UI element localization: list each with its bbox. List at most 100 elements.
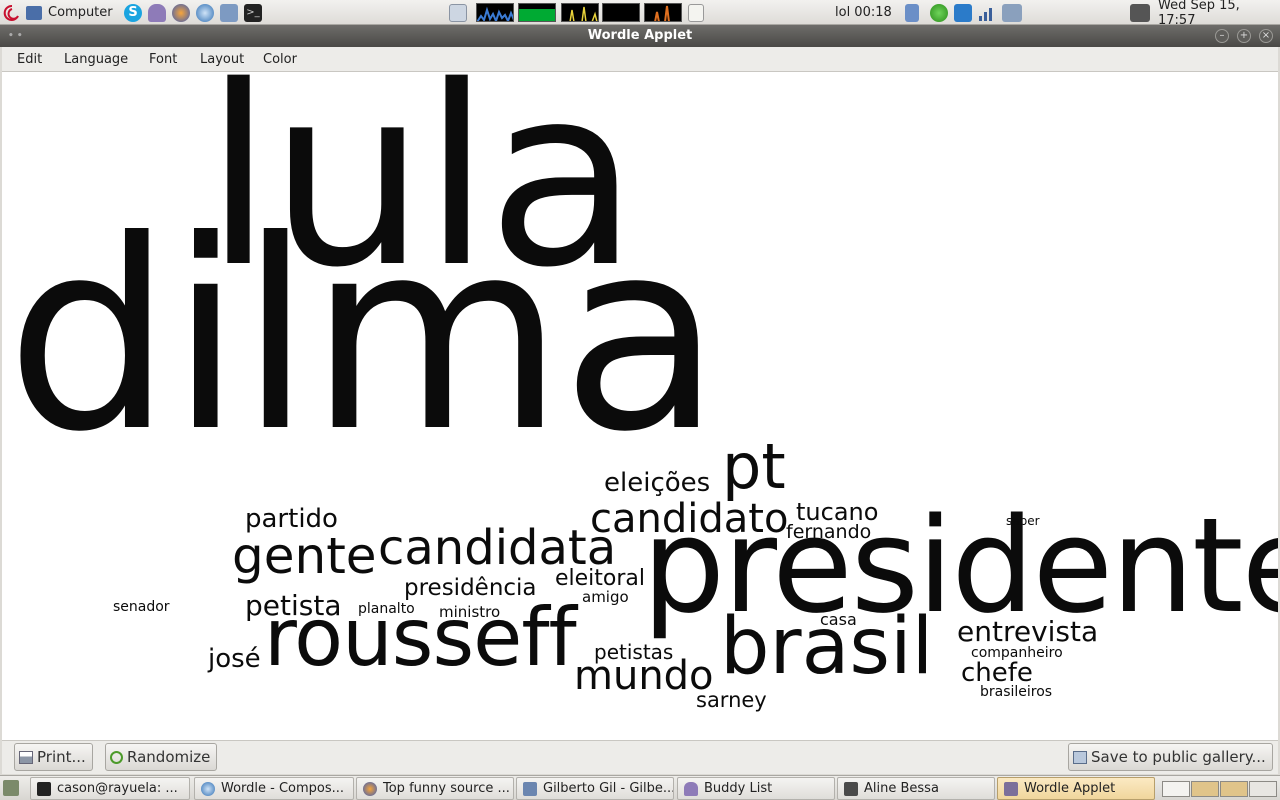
browser-icon <box>363 781 377 796</box>
word-dilma: dilma <box>6 184 722 489</box>
word-senador: senador <box>113 599 170 615</box>
word-pt: pt <box>722 430 786 503</box>
word-candidata: candidata <box>378 520 617 576</box>
word-amigo: amigo <box>582 588 629 606</box>
browser-icon[interactable] <box>172 0 190 25</box>
computer-menu[interactable]: Computer <box>26 0 113 25</box>
workspace-1[interactable] <box>1162 781 1190 797</box>
volume-icon[interactable] <box>1130 0 1150 25</box>
terminal-icon[interactable]: >_ <box>244 0 262 25</box>
word-mundo: mundo <box>574 653 714 699</box>
print-button[interactable]: Print... <box>14 743 93 771</box>
browser-icon <box>201 781 215 796</box>
printer-icon <box>19 750 33 764</box>
show-desktop-icon[interactable] <box>449 0 467 25</box>
refresh-icon <box>110 750 123 764</box>
menu-language[interactable]: Language <box>64 52 129 67</box>
task-wordle-compose[interactable]: Wordle - Compos... <box>194 777 354 800</box>
word-fernando: fernando <box>786 521 872 543</box>
task-label: Top funny source ... <box>383 781 510 796</box>
status-icon[interactable] <box>930 0 948 25</box>
word-petistas: petistas <box>594 640 674 664</box>
task-label: Wordle - Compos... <box>221 781 345 796</box>
word-candidato: candidato <box>590 496 789 542</box>
word-casa: casa <box>820 610 857 629</box>
memory-monitor-graph <box>518 3 556 22</box>
computer-menu-label: Computer <box>48 5 113 20</box>
load-monitor-graph <box>644 3 682 22</box>
word-eleicoes: eleições <box>604 468 711 498</box>
word-companheiro: companheiro <box>971 645 1063 661</box>
workspace-3[interactable] <box>1220 781 1248 797</box>
word-eleitoral: eleitoral <box>555 566 646 591</box>
swap-monitor-graph <box>602 3 640 22</box>
task-gilberto-gil[interactable]: Gilberto Gil - Gilbe... <box>516 777 674 800</box>
word-tucano: tucano <box>796 498 879 526</box>
task-terminal[interactable]: cason@rayuela: ... <box>30 777 190 800</box>
computer-icon <box>26 5 42 20</box>
minimize-icon[interactable]: – <box>1215 29 1229 43</box>
debian-swirl-icon[interactable] <box>3 0 21 25</box>
menu-color[interactable]: Color <box>263 52 297 67</box>
battery-icon[interactable] <box>1002 0 1022 25</box>
print-button-label: Print... <box>37 748 86 766</box>
word-jose: josé <box>208 644 261 674</box>
maximize-icon[interactable]: + <box>1237 29 1251 43</box>
task-aline-bessa[interactable]: Aline Bessa <box>837 777 995 800</box>
top-panel: Computer S >_ lol 00:18 Wed Sep 15, 17:5… <box>0 0 1280 28</box>
task-label: Aline Bessa <box>864 781 939 796</box>
word-saber: saber <box>1006 514 1040 528</box>
word-gente: gente <box>232 527 377 585</box>
document-icon <box>523 781 537 796</box>
save-button-label: Save to public gallery... <box>1091 748 1266 766</box>
task-wordle-applet[interactable]: Wordle Applet <box>997 777 1155 800</box>
notes-icon[interactable] <box>688 0 704 25</box>
randomize-button[interactable]: Randomize <box>105 743 218 771</box>
word-chefe: chefe <box>961 658 1033 688</box>
task-label: Buddy List <box>704 781 773 796</box>
menu-font[interactable]: Font <box>149 52 178 67</box>
avatar-icon <box>844 781 858 796</box>
terminal-icon <box>37 781 51 796</box>
bluetooth-icon[interactable] <box>954 0 972 25</box>
network-monitor-graph <box>561 3 599 22</box>
word-petista: petista <box>245 589 342 622</box>
window-icon[interactable] <box>220 0 238 25</box>
window-titlebar[interactable]: • • Wordle Applet – + × <box>0 25 1280 47</box>
save-to-gallery-button[interactable]: Save to public gallery... <box>1068 743 1273 771</box>
task-buddy-list[interactable]: Buddy List <box>677 777 835 800</box>
clock[interactable]: Wed Sep 15, 17:57 <box>1158 0 1240 28</box>
task-label: Gilberto Gil - Gilbe... <box>543 781 674 796</box>
word-presidente: presidente <box>642 489 1278 642</box>
task-top-funny[interactable]: Top funny source ... <box>356 777 514 800</box>
workspace-4[interactable] <box>1249 781 1277 797</box>
word-ministro: ministro <box>439 603 501 621</box>
web-browser-icon[interactable] <box>196 0 214 25</box>
task-label: Wordle Applet <box>1024 781 1116 796</box>
word-lula: lula <box>204 72 639 322</box>
word-brasil: brasil <box>720 602 934 692</box>
word-brasileiros: brasileiros <box>980 684 1053 700</box>
window-menu-icon[interactable]: • • <box>8 31 23 41</box>
workspace-2[interactable] <box>1191 781 1219 797</box>
task-label: cason@rayuela: ... <box>57 781 178 796</box>
menu-edit[interactable]: Edit <box>17 52 43 67</box>
taskbar: cason@rayuela: ... Wordle - Compos... To… <box>0 775 1280 800</box>
close-icon[interactable]: × <box>1259 29 1273 43</box>
menubar: Edit Language Font Layout Color <box>2 47 1278 72</box>
word-entrevista: entrevista <box>957 615 1099 648</box>
word-rousseff: rousseff <box>264 591 577 684</box>
menu-layout[interactable]: Layout <box>200 52 245 67</box>
word-presidencia: presidência <box>404 575 537 601</box>
word-planalto: planalto <box>358 601 415 617</box>
word-sarney: sarney <box>696 688 767 712</box>
show-desktop-icon[interactable] <box>3 780 19 796</box>
network-icon[interactable] <box>905 0 919 25</box>
window-title: Wordle Applet <box>587 28 693 43</box>
skype-icon[interactable]: S <box>124 0 142 25</box>
signal-icon[interactable] <box>978 0 996 25</box>
cpu-monitor-graph <box>476 3 514 22</box>
pidgin-icon[interactable] <box>148 0 166 25</box>
word-cloud-canvas[interactable]: lula dilma presidente rousseff brasil pt… <box>2 72 1278 740</box>
word-partido: partido <box>245 504 338 534</box>
